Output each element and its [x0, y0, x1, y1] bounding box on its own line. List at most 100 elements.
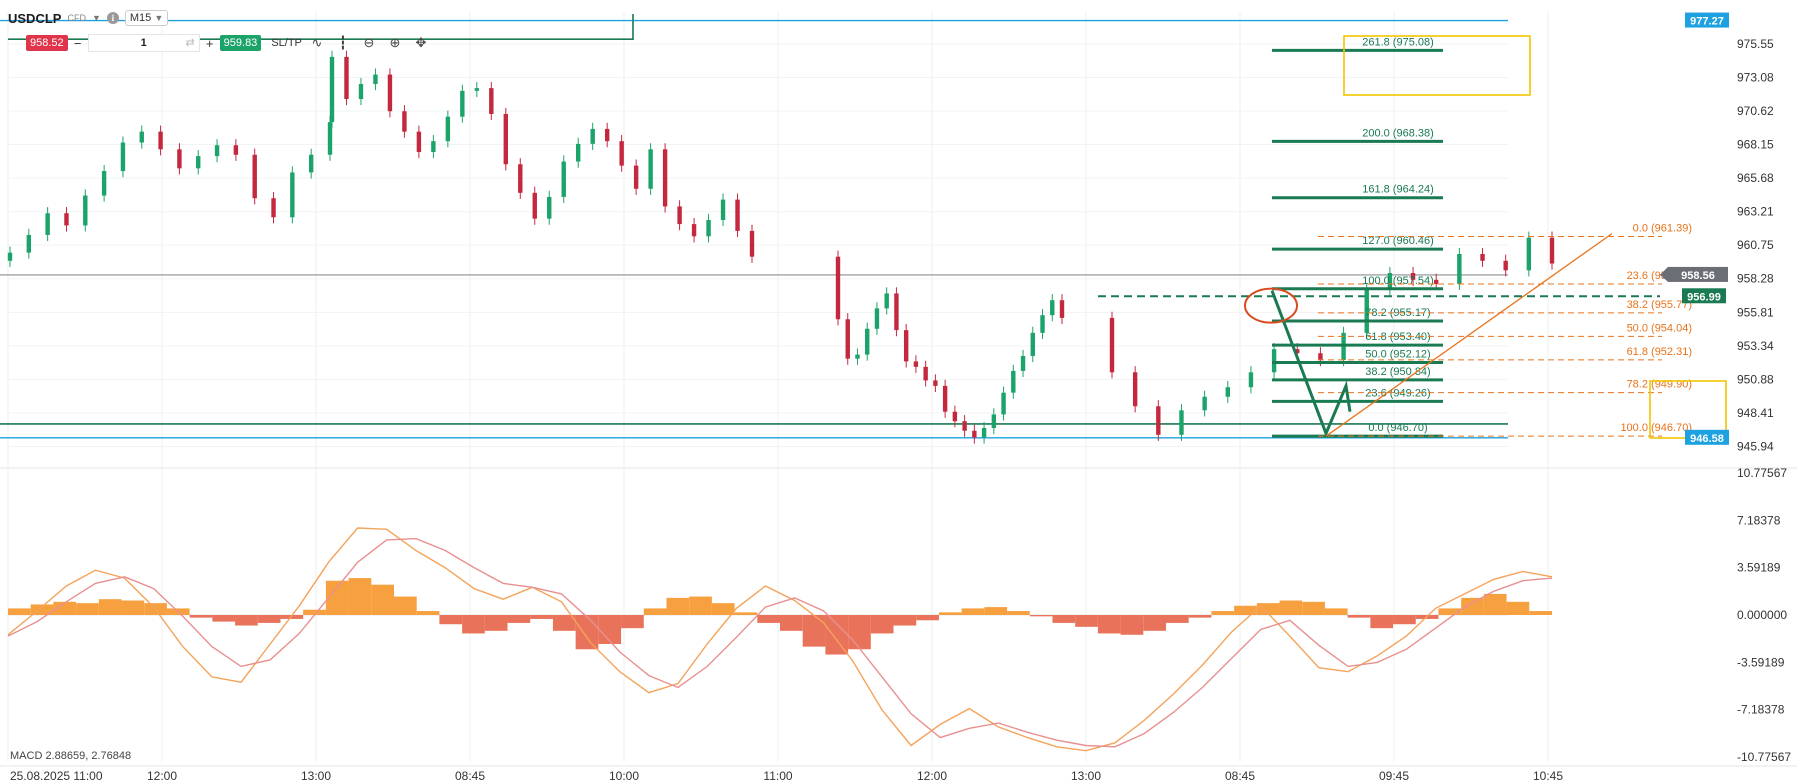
macd-histogram-bar: [1029, 615, 1053, 617]
candle-body: [344, 56, 349, 100]
candle-body: [735, 199, 740, 231]
chevron-down-icon[interactable]: ▼: [91, 13, 101, 23]
candle-body: [1526, 237, 1532, 271]
fib-extension-label: 50.0 (952.12): [1365, 348, 1430, 360]
macd-histogram-bar: [802, 615, 826, 647]
price-label-box: [1668, 266, 1728, 282]
fibonacci-levels: 261.8 (975.08) 200.0 (968.38) 161.8 (964.2…: [1272, 36, 1692, 438]
macd-histogram-bar: [552, 615, 576, 631]
timeframe-select[interactable]: M15 ▼: [124, 10, 169, 26]
move-icon[interactable]: ✥: [415, 35, 427, 50]
macd-histogram-bar: [666, 597, 690, 615]
line-chart-icon[interactable]: ∿: [311, 35, 323, 50]
candle-body: [214, 145, 220, 157]
plus-icon[interactable]: +: [205, 35, 214, 51]
fib-anchor-line: [1270, 290, 1352, 438]
candles-icon[interactable]: ┇: [338, 35, 347, 50]
candle-body: [158, 131, 163, 150]
macd-histogram-bar: [916, 615, 939, 621]
price-label-pointer: [1660, 266, 1668, 282]
candle-body: [720, 199, 726, 221]
macd-histogram-bar: [8, 608, 31, 615]
x-tick-label: 13:00: [1071, 769, 1101, 782]
candle-body: [1202, 396, 1207, 411]
macd-tick-label: 7.18378: [1737, 513, 1781, 527]
candle-body: [1318, 353, 1323, 361]
macd-histogram-bar: [848, 615, 871, 650]
candle-body: [662, 149, 668, 207]
candle-body: [933, 380, 938, 386]
quantity-input[interactable]: 1 ⇄: [87, 34, 200, 52]
price-axis: 975.55 973.08 970.62 968.15 965.68 963.21 960.…: [1660, 12, 1791, 764]
x-tick-label: 08:45: [1225, 769, 1255, 782]
macd-histogram-bar: [870, 615, 894, 634]
macd-histogram-bar: [1324, 608, 1348, 615]
candle-body: [903, 330, 909, 362]
y-tick-label: 970.62: [1737, 104, 1774, 118]
candle-body: [489, 88, 494, 114]
sltp-button[interactable]: SL/TP: [271, 37, 302, 49]
fib-retracement-label: 38.2 (955.77): [1627, 299, 1692, 311]
candle-body: [518, 164, 523, 193]
macd-histogram-bar: [734, 612, 758, 615]
zoom-in-icon[interactable]: ⊕: [389, 35, 401, 50]
y-tick-label: 958.28: [1737, 272, 1774, 286]
sell-button[interactable]: 958.52: [26, 35, 68, 51]
macd-panel: MACD 2.88659, 2.76848: [7, 527, 1553, 762]
quantity-value: 1: [140, 37, 147, 49]
macd-histogram-bar: [1483, 593, 1507, 615]
candle-body: [120, 142, 126, 172]
candle-body: [387, 74, 393, 112]
swap-icon[interactable]: ⇄: [185, 37, 195, 49]
zoom-out-icon[interactable]: ⊖: [363, 35, 375, 50]
macd-histogram-bar: [280, 615, 304, 619]
symbol-name[interactable]: USDCLP: [8, 10, 62, 26]
fib-extension-label: 127.0 (960.46): [1362, 235, 1434, 247]
macd-histogram-bar: [1234, 605, 1257, 615]
y-tick-label: 948.41: [1737, 406, 1774, 420]
macd-histogram-bar: [780, 615, 803, 631]
candle-body: [64, 213, 69, 226]
candle-body: [1156, 406, 1161, 435]
candle-body: [619, 141, 624, 166]
macd-histogram-bar: [1166, 615, 1189, 623]
fib-retracement-label: 0.0 (961.39): [1633, 222, 1692, 234]
minus-icon[interactable]: −: [73, 35, 82, 51]
info-icon[interactable]: i: [106, 12, 119, 24]
buy-button[interactable]: 959.83: [219, 35, 262, 51]
candle-body: [416, 131, 422, 153]
candle-body: [981, 428, 987, 438]
macd-histogram-bar: [235, 615, 258, 626]
candlesticks: [7, 50, 1555, 444]
target-highlight-box: [1343, 35, 1531, 96]
macd-histogram-bar: [98, 599, 122, 615]
candle-body: [7, 252, 13, 261]
trade-bar: 958.52 − 1 ⇄ + 959.83 SL/TP ∿ ┇ ⊖ ⊕ ✥: [26, 34, 432, 52]
macd-tick-label: 3.59189: [1737, 561, 1781, 575]
candle-body: [83, 195, 88, 226]
time-axis: 25.08.2025 11:00 12:00 13:00 08:45 10:00 11:0…: [10, 769, 1563, 782]
y-tick-label: 963.21: [1737, 205, 1774, 219]
macd-histogram-bar: [711, 603, 735, 615]
x-tick-label: 11:00: [763, 769, 792, 782]
macd-histogram-bar: [1188, 615, 1212, 618]
macd-histogram-bar: [1075, 615, 1098, 627]
macd-histogram-bar: [621, 615, 644, 629]
candle-body: [835, 256, 841, 320]
pattern-circle: [1244, 287, 1298, 324]
candle-body: [45, 213, 50, 235]
candle-body: [633, 165, 639, 189]
trend-line: [1325, 233, 1613, 437]
price-label: 958.56: [1681, 270, 1715, 282]
horizontal-lines: [0, 14, 1660, 439]
macd-histogram-bar: [30, 604, 54, 615]
x-tick-label: 12:00: [147, 769, 177, 782]
macd-histogram-bar: [984, 607, 1008, 615]
candle-body: [402, 111, 407, 132]
candle-body: [1364, 289, 1369, 333]
instrument-type: CFD: [67, 13, 86, 23]
macd-histogram-bar: [348, 578, 372, 615]
candle-body: [327, 122, 333, 155]
